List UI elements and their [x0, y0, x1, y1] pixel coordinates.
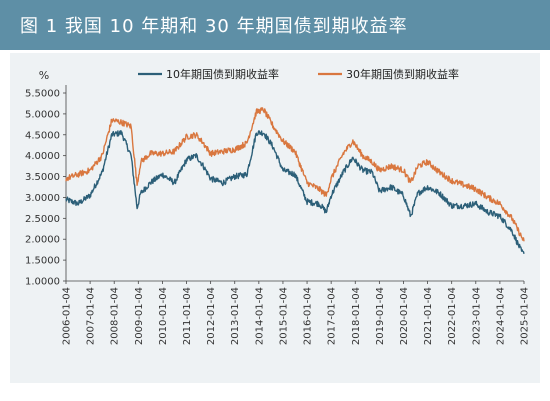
series-line-30y: [65, 107, 525, 242]
x-tick-label: 2009-01-04: [134, 287, 145, 345]
x-tick-label: 2016-01-04: [303, 287, 314, 345]
x-tick-label: 2011-01-04: [182, 287, 193, 345]
y-tick-label: 3.0000: [25, 193, 60, 204]
legend-10y-label: 10年期国债到期收益率: [166, 67, 279, 81]
x-tick-label: 2014-01-04: [254, 287, 265, 345]
x-tick-label: 2018-01-04: [351, 287, 362, 345]
y-tick-label: 2.5000: [25, 214, 60, 225]
x-tick-label: 2019-01-04: [375, 287, 386, 345]
x-tick-label: 2012-01-04: [206, 287, 217, 345]
y-tick-label: 4.0000: [25, 151, 60, 162]
y-tick-label: 3.5000: [25, 172, 60, 183]
x-tick-label: 2013-01-04: [230, 287, 241, 345]
title-bar: 图 1 我国 10 年期和 30 年期国债到期收益率: [0, 0, 550, 50]
x-tick-label: 2020-01-04: [399, 287, 410, 345]
series-line-10y: [65, 129, 525, 254]
legend-30y-label: 30年期国债到期收益率: [346, 67, 459, 81]
y-tick-label: 5.0000: [25, 109, 60, 120]
x-tick-label: 2010-01-04: [158, 287, 169, 345]
y-axis-unit-label: %: [39, 69, 49, 82]
y-tick-label: 1.0000: [25, 277, 60, 288]
figure-title: 图 1 我国 10 年期和 30 年期国债到期收益率: [20, 16, 408, 37]
x-tick-label: 2021-01-04: [423, 287, 434, 345]
x-tick-label: 2023-01-04: [471, 287, 482, 345]
x-tick-label: 2015-01-04: [278, 287, 289, 345]
y-tick-label: 4.5000: [25, 130, 60, 141]
x-tick-label: 2008-01-04: [110, 287, 121, 345]
x-tick-label: 2017-01-04: [327, 287, 338, 345]
line-chart: % 5.5000 5.0000 4.5000 4.0000 3.5000 3.0000 2.5…: [25, 67, 531, 345]
x-tick-label: 2022-01-04: [447, 287, 458, 345]
chart-panel: % 5.5000 5.0000 4.5000 4.0000 3.5000 3.0000 2.5…: [10, 53, 540, 383]
x-tick-label: 2024-01-04: [495, 287, 506, 345]
y-tick-label: 1.5000: [25, 256, 60, 267]
x-tick-label: 2007-01-04: [86, 287, 97, 345]
y-tick-label: 5.5000: [25, 89, 60, 100]
x-tick-label: 2025-01-04: [520, 287, 531, 345]
x-tick-label: 2006-01-04: [62, 287, 73, 345]
y-tick-label: 2.0000: [25, 235, 60, 246]
